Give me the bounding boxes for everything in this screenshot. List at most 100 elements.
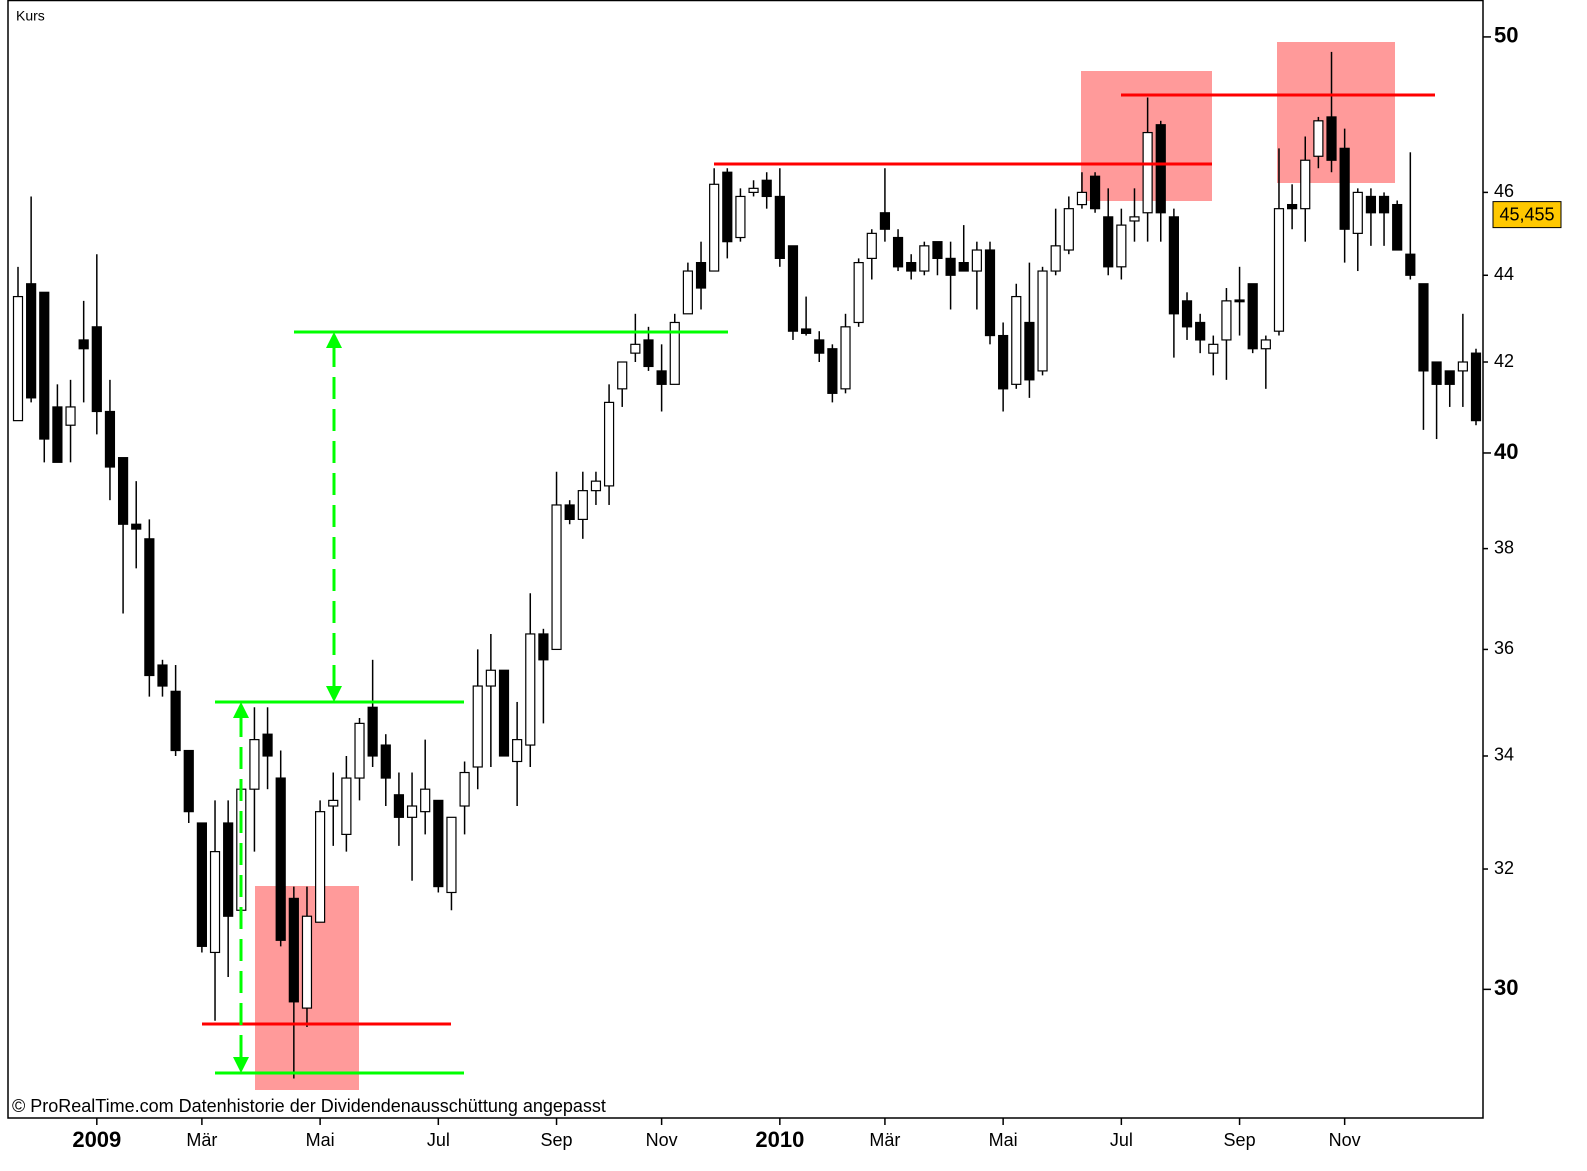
candle-body <box>1405 253 1416 276</box>
last-price-label: 45,455 <box>1499 204 1554 224</box>
y-tick-label: 30 <box>1494 975 1518 1000</box>
candle-body <box>170 690 181 752</box>
x-tick-label: Mai <box>989 1130 1018 1150</box>
x-tick-label: Nov <box>646 1130 678 1150</box>
candle-body <box>131 523 142 530</box>
candle-body <box>998 334 1009 390</box>
candle-body <box>906 261 917 272</box>
plot-frame <box>7 0 1484 1119</box>
candle-body <box>603 401 615 487</box>
candle-body <box>1260 339 1271 350</box>
candle-body <box>472 685 483 768</box>
candle-body <box>1326 116 1337 161</box>
candle-body <box>354 722 365 779</box>
x-tick-label: Sep <box>1224 1130 1256 1150</box>
candle-body <box>564 504 575 521</box>
candle-body <box>393 794 405 818</box>
arrow-head <box>233 702 249 718</box>
x-tick-label: Jul <box>427 1130 450 1150</box>
x-tick-label: Nov <box>1329 1130 1361 1150</box>
footnote: © ProRealTime.com Datenhistorie der Divi… <box>12 1096 606 1116</box>
candle-body <box>787 245 799 332</box>
candle-body <box>512 739 523 763</box>
candle-body <box>104 410 116 468</box>
candle-body <box>1339 147 1350 230</box>
y-tick-label: 50 <box>1494 23 1518 48</box>
y-tick-label: 34 <box>1494 745 1514 765</box>
candle-body <box>1287 203 1298 210</box>
candle-body <box>1011 295 1022 385</box>
candle-body <box>26 283 37 399</box>
candle-body <box>1470 352 1482 422</box>
candle-body <box>551 504 562 651</box>
arrow-head <box>326 686 342 702</box>
candle-body <box>1089 175 1101 210</box>
candle-body <box>1234 299 1245 303</box>
y-tick-label: 38 <box>1494 537 1514 557</box>
candle-body <box>341 777 352 835</box>
x-tick-label: Mär <box>869 1130 900 1150</box>
candle-body <box>117 457 129 525</box>
candle-body <box>485 669 496 687</box>
candle-body <box>1155 124 1166 214</box>
candle-body <box>1352 191 1363 234</box>
candle-body <box>1063 208 1074 251</box>
candle-body <box>682 270 693 315</box>
x-tick-label: 2009 <box>72 1127 121 1152</box>
candle-body <box>722 171 733 243</box>
candle-body <box>971 249 982 272</box>
candle-body <box>774 195 785 259</box>
candle-body <box>1195 321 1206 341</box>
candle-body <box>735 195 746 239</box>
candle-body <box>1247 283 1258 350</box>
candle-body <box>223 822 234 917</box>
candle-body <box>945 257 956 276</box>
x-tick-label: Mär <box>186 1130 217 1150</box>
candle-body <box>577 490 588 521</box>
candle-body <box>1221 300 1232 341</box>
candle-body <box>78 339 89 350</box>
trend-annotations <box>202 93 1435 1075</box>
candle-body <box>183 749 194 813</box>
candle-body <box>1300 159 1311 210</box>
candle-body <box>1024 321 1035 381</box>
candle-body <box>1418 283 1429 372</box>
candle-body <box>761 179 772 198</box>
y-tick-label: 46 <box>1494 181 1514 201</box>
candle-body <box>1103 216 1114 268</box>
candle-body <box>446 816 457 894</box>
candle-body <box>249 739 260 790</box>
candle-body <box>892 236 904 268</box>
candle-body <box>1457 361 1468 372</box>
candle-body <box>656 370 667 385</box>
candle-body <box>643 339 654 368</box>
highlight-box <box>1277 42 1395 183</box>
candle-body <box>695 261 707 289</box>
candle-body <box>275 777 286 941</box>
candle-body <box>853 261 864 324</box>
candle-body <box>262 733 273 757</box>
y-tick-label: 44 <box>1494 264 1514 284</box>
candle-body <box>1050 245 1061 272</box>
candle-body <box>328 799 339 807</box>
candle-body <box>1208 343 1219 354</box>
candle-body <box>380 744 391 779</box>
chart-title: Kurs <box>16 8 45 24</box>
last-price-box <box>1492 201 1562 229</box>
candles <box>12 51 1482 1079</box>
candle-body <box>1116 224 1127 268</box>
candle-body <box>814 339 825 354</box>
candle-body <box>1313 120 1324 157</box>
candle-body <box>801 328 812 334</box>
candle-body <box>1181 300 1193 328</box>
candle-body <box>459 771 470 807</box>
y-tick-label: 42 <box>1494 351 1514 371</box>
candle-body <box>669 321 680 385</box>
x-tick-label: 2010 <box>755 1127 804 1152</box>
candle-body <box>840 326 851 390</box>
candle-body <box>984 249 996 337</box>
candle-body <box>91 326 102 413</box>
candle-body <box>538 633 549 661</box>
